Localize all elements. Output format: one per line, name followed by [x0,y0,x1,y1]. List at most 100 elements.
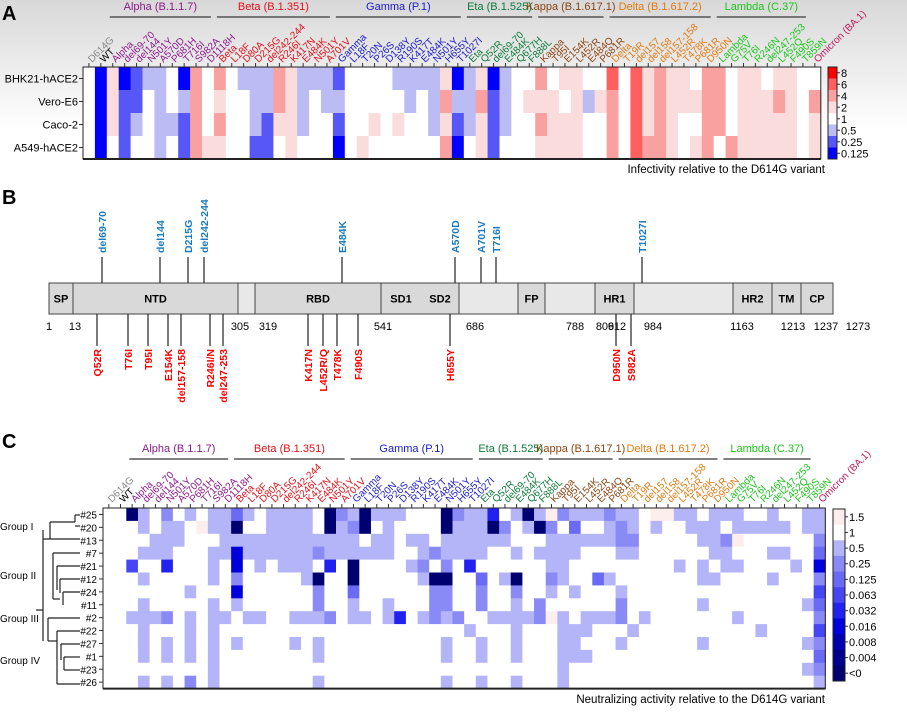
panel-c-cell [813,649,826,664]
panel-c-cell [266,637,279,651]
panel-c-cell [301,508,314,522]
panel-c-cell [580,559,593,573]
panel-a-cell [285,136,298,160]
panel-c-cell [813,637,826,651]
panel-a-cell [666,67,679,91]
panel-c-colorbar-swatch [833,524,845,541]
panel-c-cell [813,533,826,548]
panel-c-cell [708,662,721,677]
panel-a-cell [202,67,215,91]
panel-a-colorbar-label: 8 [841,68,847,80]
panel-c-cell [231,508,244,522]
mutation-label-bottom: T478K [332,349,344,381]
panel-a-cell [202,90,215,114]
panel-c-cell [242,585,255,599]
panel-c-cell [510,649,523,664]
panel-c-cell [662,520,675,535]
panel-c-cell [359,520,372,535]
panel-c-cell [802,546,815,561]
panel-c-cell [464,649,477,664]
panel-a-cell [225,90,239,114]
panel-c-cell [277,508,290,522]
panel-c-cell [289,533,302,548]
panel-c-cell [301,624,314,638]
panel-c-cell [615,508,628,522]
panel-a-cell [166,113,179,137]
panel-c-cell [254,546,267,561]
panel-c-cell [464,598,477,612]
panel-a-cell [392,67,405,91]
panel-c-cell [720,637,733,651]
panel-a-group-label: Beta (B.1.351) [238,1,309,13]
panel-c-cell [429,533,442,548]
position-tick-label: 319 [259,321,277,333]
panel-a-cell [297,67,310,91]
panel-c-cell [103,508,116,522]
panel-a-cell [213,113,227,137]
panel-c-cell [254,520,267,535]
panel-c-cell [580,649,593,664]
panel-a-cell [416,113,429,137]
panel-a-cell [499,113,512,137]
panel-c-cell [720,675,733,690]
domain-label: CP [809,294,824,306]
panel-c-cell [161,585,174,599]
panel-c-cell [545,598,558,612]
panel-c-cell [767,572,780,586]
panel-c-cell [487,662,500,677]
panel-c-cell [778,662,791,677]
mutation-label-bottom: E154K [163,349,175,382]
panel-a-cell [725,136,738,160]
panel-c-cell [196,624,209,638]
domain-box [800,282,834,315]
panel-c-cell [114,520,127,535]
panel-c-cell [172,624,186,638]
panel-a-cell [261,67,274,91]
panel-c-cell [137,649,151,664]
panel-c-cell [254,508,267,522]
panel-c-cell [149,611,162,625]
panel-c-cell [557,598,570,612]
panel-c-cell [137,624,151,638]
panel-c-cell [638,624,652,638]
panel-c-colorbar-swatch [833,587,845,604]
panel-c-cell [569,637,582,651]
panel-c-cell [452,611,465,625]
panel-c-cell [114,533,127,548]
panel-a-cell [440,90,453,114]
panel-c-cell [161,662,174,677]
panel-c-cell [720,585,733,599]
panel-c-cell [417,675,430,690]
panel-c-cell [312,585,325,599]
panel-a-colorbar-swatch [828,147,837,160]
panel-c-cell [464,624,477,638]
panel-c-cell [382,585,395,599]
panel-c-cell [650,585,663,599]
panel-c-cell [301,598,314,612]
panel-c-cell [673,624,686,638]
panel-c-cell [126,508,139,522]
panel-c-cell [103,624,116,638]
panel-c-cell [475,572,488,586]
panel-a-group-label: Alpha (B.1.1.7) [124,1,197,13]
panel-c-cell [638,546,652,561]
panel-c-cell [475,546,488,561]
panel-c-cell [778,585,791,599]
panel-c-cell [673,572,686,586]
panel-c-cell [172,611,186,625]
panel-c-cell [417,662,430,677]
panel-c-cell [545,675,558,690]
mutation-label-bottom: R246I/N [205,349,217,388]
panel-a-colorbar-label: 0.25 [841,137,862,149]
panel-c-cell [219,637,232,651]
panel-c-cell [802,559,815,573]
panel-c-cell [778,533,791,548]
panel-a-cell [297,113,310,137]
panel-a-cell [142,90,155,114]
panel-c-cell [580,546,593,561]
panel-c-cell [103,559,116,573]
panel-c-cell [557,675,570,690]
panel-c-cell [336,637,349,651]
panel-c-cell [359,649,372,664]
panel-c-cell [743,559,756,573]
